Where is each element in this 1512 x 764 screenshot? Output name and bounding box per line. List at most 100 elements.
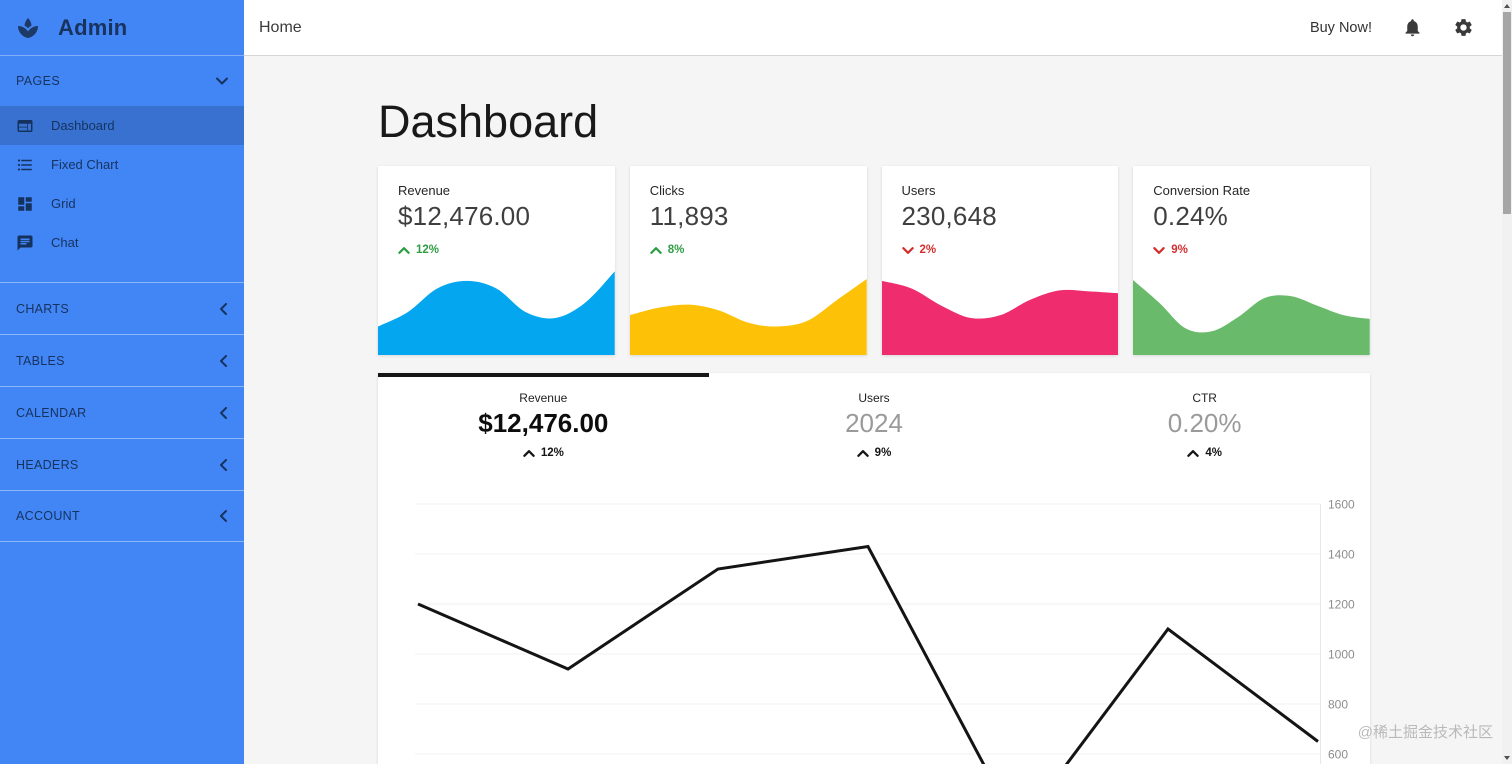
breadcrumb-home[interactable]: Home xyxy=(259,18,302,36)
sidebar: Admin PAGES Dashboard Fixed Chart Grid C… xyxy=(0,0,244,764)
scrollbar-thumb[interactable] xyxy=(1503,12,1511,214)
sidebar-item-dashboard[interactable]: Dashboard xyxy=(0,106,244,145)
scrollbar-up-arrow[interactable] xyxy=(1502,0,1512,12)
stat-card-value: 11,893 xyxy=(649,201,729,231)
sidebar-item-label: Dashboard xyxy=(51,118,115,133)
trend-badge: 4% xyxy=(1187,447,1222,459)
pages-section-label: PAGES xyxy=(16,74,61,88)
page-title: Dashboard xyxy=(378,96,599,147)
sparkline-users xyxy=(881,280,1119,355)
trend-arrow-icon xyxy=(1153,246,1165,254)
tab-ctr[interactable]: CTR 0.20% 4% xyxy=(1039,391,1370,463)
trend-value: 9% xyxy=(874,447,892,459)
bell-icon[interactable] xyxy=(1402,17,1423,38)
tab-label: Users xyxy=(858,391,890,405)
trend-value: 12% xyxy=(540,447,564,459)
tab-label: CTR xyxy=(1192,391,1217,405)
trend-badge: 9% xyxy=(1153,244,1188,256)
stat-card-label: Users xyxy=(901,183,936,198)
summary-tabs: Revenue $12,476.00 12% Users 2024 9% xyxy=(378,373,1370,473)
sidebar-section-pages[interactable]: PAGES xyxy=(0,56,244,106)
group-label: ACCOUNT xyxy=(16,509,80,523)
sidebar-group-account[interactable]: ACCOUNT xyxy=(0,490,244,542)
web-icon xyxy=(17,119,33,132)
trend-arrow-icon xyxy=(523,449,535,457)
gear-icon[interactable] xyxy=(1453,17,1474,38)
sparkline-conversion xyxy=(1133,279,1370,355)
svg-text:1400: 1400 xyxy=(1328,547,1355,561)
list-icon xyxy=(17,158,32,171)
spa-icon xyxy=(18,17,38,38)
sidebar-item-fixed-chart[interactable]: Fixed Chart xyxy=(0,145,244,184)
sidebar-item-grid[interactable]: Grid xyxy=(0,184,244,223)
sparkline-revenue xyxy=(378,271,615,355)
summary-panel: Revenue $12,476.00 12% Users 2024 9% xyxy=(378,373,1370,764)
scrollbar-down-arrow[interactable] xyxy=(1502,752,1512,764)
tab-value: 0.20% xyxy=(1167,408,1242,438)
stat-card-value: 230,648 xyxy=(901,201,997,231)
stat-card-label: Clicks xyxy=(649,183,685,198)
sidebar-groups: CHARTS TABLES CALENDAR HEADERS ACCOUNT xyxy=(0,282,244,542)
trend-badge: 8% xyxy=(650,244,685,256)
topbar-actions: Buy Now! xyxy=(1310,17,1474,38)
trend-value: 4% xyxy=(1205,447,1222,459)
stat-card-revenue: Revenue $12,476.00 12% xyxy=(378,166,615,355)
chat-icon xyxy=(17,235,33,250)
sidebar-group-charts[interactable]: CHARTS xyxy=(0,282,244,334)
group-label: CHARTS xyxy=(16,301,69,316)
sidebar-group-headers[interactable]: HEADERS xyxy=(0,438,244,490)
active-tab-indicator xyxy=(378,373,710,377)
trend-arrow-icon xyxy=(398,246,410,254)
sparkline-clicks xyxy=(629,279,867,355)
trend-value: 12% xyxy=(416,244,440,256)
trend-chart-area: 1600 1400 1200 1000 800 600 xyxy=(415,473,1370,764)
tab-value: $12,476.00 xyxy=(478,408,609,438)
sidebar-group-calendar[interactable]: CALENDAR xyxy=(0,386,244,438)
sidebar-group-tables[interactable]: TABLES xyxy=(0,334,244,386)
buy-now-link[interactable]: Buy Now! xyxy=(1309,19,1372,36)
group-label: TABLES xyxy=(16,353,65,368)
chevron-left-icon xyxy=(220,406,227,419)
tab-value: 2024 xyxy=(845,408,903,438)
stat-card-value: 0.24% xyxy=(1153,201,1228,231)
stat-card-users: Users 230,648 2% xyxy=(881,166,1119,355)
svg-text:1600: 1600 xyxy=(1328,497,1355,511)
tab-label: Revenue xyxy=(519,391,568,405)
stat-card-clicks: Clicks 11,893 8% xyxy=(629,166,867,355)
trend-arrow-icon xyxy=(1187,449,1200,457)
tab-revenue[interactable]: Revenue $12,476.00 12% xyxy=(378,391,709,463)
main-area: Home Buy Now! Dashboard Revenue $12,476.… xyxy=(244,0,1512,764)
brand[interactable]: Admin xyxy=(0,0,244,56)
trend-badge: 9% xyxy=(856,447,892,459)
sidebar-item-chat[interactable]: Chat xyxy=(0,223,244,262)
brand-title: Admin xyxy=(58,14,128,40)
chevron-left-icon xyxy=(220,458,227,471)
svg-text:800: 800 xyxy=(1328,697,1348,711)
group-label: CALENDAR xyxy=(16,405,87,420)
svg-text:1000: 1000 xyxy=(1328,647,1355,661)
trend-arrow-icon xyxy=(856,449,869,457)
stat-card-value: $12,476.00 xyxy=(398,201,531,231)
scrollbar[interactable] xyxy=(1502,0,1512,764)
trend-value: 8% xyxy=(667,244,685,256)
stat-card-conversion-rate: Conversion Rate 0.24% 9% xyxy=(1133,166,1370,355)
sidebar-nav: Dashboard Fixed Chart Grid Chat xyxy=(0,106,244,262)
trend-arrow-icon xyxy=(901,246,914,254)
chevron-left-icon xyxy=(220,354,227,367)
chevron-left-icon xyxy=(220,302,227,315)
topbar: Home Buy Now! xyxy=(244,0,1512,56)
chevron-down-icon xyxy=(216,77,228,85)
trend-value: 2% xyxy=(919,244,937,256)
watermark: @稀土掘金技术社区 xyxy=(1357,724,1493,741)
content: Dashboard Revenue $12,476.00 12% xyxy=(244,56,1512,764)
trend-badge: 2% xyxy=(901,244,937,256)
trend-badge: 12% xyxy=(398,244,439,256)
tab-users[interactable]: Users 2024 9% xyxy=(709,391,1040,463)
sidebar-item-label: Chat xyxy=(51,235,79,250)
trend-arrow-icon xyxy=(650,246,662,254)
group-label: HEADERS xyxy=(16,457,79,472)
trend-line-chart: 1600 1400 1200 1000 800 600 xyxy=(415,497,1355,764)
stat-card-label: Revenue xyxy=(398,183,451,198)
trend-value: 9% xyxy=(1171,244,1188,256)
